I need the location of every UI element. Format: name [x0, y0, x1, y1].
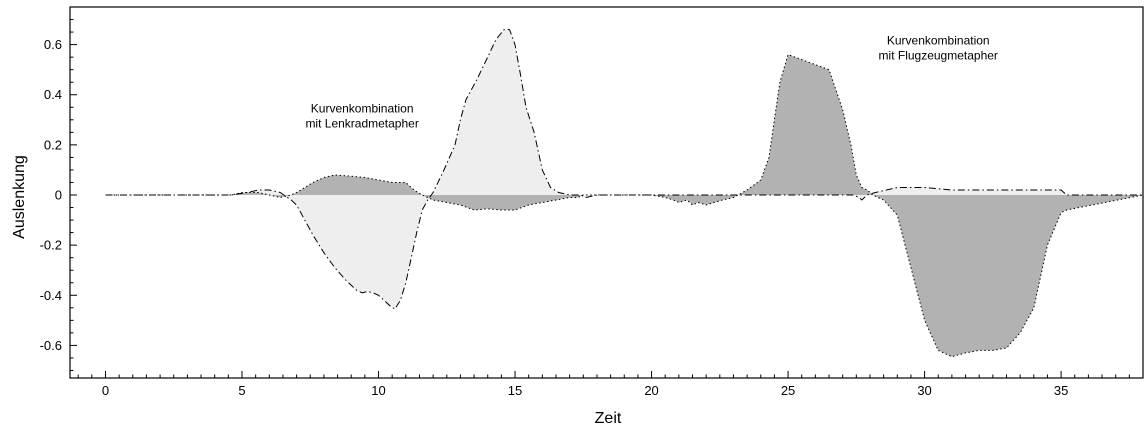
annotation: Kurvenkombination mit Lenkradmetapher — [305, 101, 418, 130]
x-tick-label: 35 — [1054, 383, 1068, 398]
x-tick-label: 15 — [508, 383, 522, 398]
annotations: Kurvenkombination mit LenkradmetapherKurv… — [305, 34, 997, 131]
series-1-fill — [105, 29, 1143, 310]
y-axis-title: Auslenkung — [11, 155, 28, 239]
y-tick-label: -0.6 — [40, 338, 62, 353]
x-tick-label: 30 — [917, 383, 931, 398]
x-tick-label: 10 — [371, 383, 385, 398]
y-tick-label: -0.4 — [40, 288, 62, 303]
series-2-line — [105, 53, 1144, 358]
series-1-line — [105, 29, 1143, 310]
annotation-line: mit Flugzeugmetapher — [879, 49, 998, 63]
y-tick-label: 0.6 — [44, 37, 62, 52]
series-lines — [105, 29, 1144, 358]
annotation-line: mit Lenkradmetapher — [305, 116, 418, 130]
annotation-line: Kurvenkombination — [311, 101, 414, 115]
y-tick-label: 0.2 — [44, 137, 62, 152]
x-tick-label: 0 — [102, 383, 109, 398]
series-2-fill — [105, 54, 1143, 357]
tick-labels: 0 5 10 15 20 25 30 35 0.6 0.4 0.2 0 -0.2 -0.4 -0.6 — [40, 37, 1069, 398]
annotation: Kurvenkombination mit Flugzeugmetapher — [879, 34, 998, 63]
x-tick-label: 5 — [238, 383, 245, 398]
x-axis-title: Zeit — [595, 410, 622, 427]
y-tick-label: 0 — [55, 188, 62, 203]
x-tick-label: 25 — [781, 383, 795, 398]
y-tick-label: 0.4 — [44, 87, 62, 102]
y-tick-label: -0.2 — [40, 238, 62, 253]
annotation-line: Kurvenkombination — [887, 34, 990, 48]
x-tick-label: 20 — [644, 383, 658, 398]
series-fills — [105, 29, 1143, 357]
plot-frame — [69, 6, 1144, 379]
axis-ticks — [70, 6, 1144, 378]
